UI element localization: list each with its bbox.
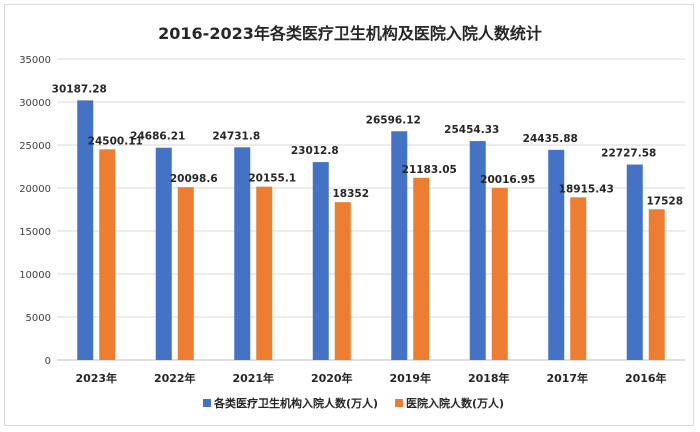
x-tick-label: 2019年 <box>389 371 431 385</box>
y-tick-label: 10000 <box>19 270 51 281</box>
bar-hospitals <box>570 197 587 360</box>
data-label: 24435.88 <box>523 133 578 145</box>
x-tick-label: 2023年 <box>75 371 117 385</box>
data-label: 20098.6 <box>170 173 218 185</box>
data-label: 25454.33 <box>444 124 499 136</box>
legend: 各类医疗卫生机构入院人数(万人) 医院入院人数(万人) <box>203 396 504 410</box>
bars <box>77 100 665 360</box>
y-tick-label: 20000 <box>19 184 51 195</box>
data-label: 24731.8 <box>212 130 260 142</box>
bar-all-institutions <box>234 147 251 360</box>
bar-hospitals <box>177 187 194 360</box>
data-label: 18352 <box>332 188 369 200</box>
bar-hospitals <box>491 187 508 360</box>
x-tick-label: 2018年 <box>468 371 510 385</box>
bar-chart: 2016-2023年各类医疗卫生机构及医院入院人数统计 0 5000 10000 15… <box>19 24 685 410</box>
data-label: 20155.1 <box>248 173 296 185</box>
y-tick-label: 5000 <box>26 313 51 324</box>
legend-swatch <box>203 399 211 407</box>
data-label: 24686.21 <box>130 131 185 143</box>
bar-hospitals <box>334 202 351 360</box>
x-tick-label: 2021年 <box>232 371 274 385</box>
data-label: 26596.12 <box>366 114 421 126</box>
legend-label: 医院入院人数(万人) <box>406 396 504 410</box>
bar-hospitals <box>99 149 116 360</box>
bar-hospitals <box>648 209 665 360</box>
bar-all-institutions <box>155 147 172 360</box>
data-label: 30187.28 <box>52 83 107 95</box>
x-tick-label: 2020年 <box>311 371 353 385</box>
data-label: 22727.58 <box>601 148 656 160</box>
chart-frame: 2016-2023年各类医疗卫生机构及医院入院人数统计 0 5000 10000 15… <box>4 4 694 426</box>
legend-label: 各类医疗卫生机构入院人数(万人) <box>213 396 378 410</box>
bar-all-institutions <box>312 162 329 360</box>
x-axis-ticks: 2023年 2022年 2021年 2020年 2019年 2018年 2017年 2016年 <box>75 371 666 385</box>
legend-swatch <box>395 399 403 407</box>
x-tick-label: 2016年 <box>625 371 667 385</box>
x-tick-label: 2022年 <box>154 371 196 385</box>
data-label: 20016.95 <box>480 174 535 186</box>
bar-all-institutions <box>626 164 643 360</box>
data-label: 21183.05 <box>402 164 457 176</box>
data-label: 24500.11 <box>88 135 143 147</box>
bar-all-institutions <box>391 131 408 360</box>
bar-all-institutions <box>548 149 565 360</box>
y-tick-label: 15000 <box>19 227 51 238</box>
y-tick-label: 0 <box>45 356 51 367</box>
y-tick-label: 35000 <box>19 55 51 66</box>
data-label: 23012.8 <box>291 145 339 157</box>
chart-title: 2016-2023年各类医疗卫生机构及医院入院人数统计 <box>158 24 542 43</box>
x-tick-label: 2017年 <box>546 371 588 385</box>
data-label: 18915.43 <box>559 183 614 195</box>
y-tick-label: 25000 <box>19 141 51 152</box>
y-axis-ticks: 0 5000 10000 15000 20000 25000 30000 35000 <box>19 55 51 367</box>
bar-all-institutions <box>77 100 94 360</box>
gridlines <box>57 58 685 361</box>
y-tick-label: 30000 <box>19 98 51 109</box>
bar-all-institutions <box>469 141 486 360</box>
data-label: 17528 <box>646 195 683 207</box>
bar-hospitals <box>256 186 273 360</box>
bar-hospitals <box>413 177 430 360</box>
